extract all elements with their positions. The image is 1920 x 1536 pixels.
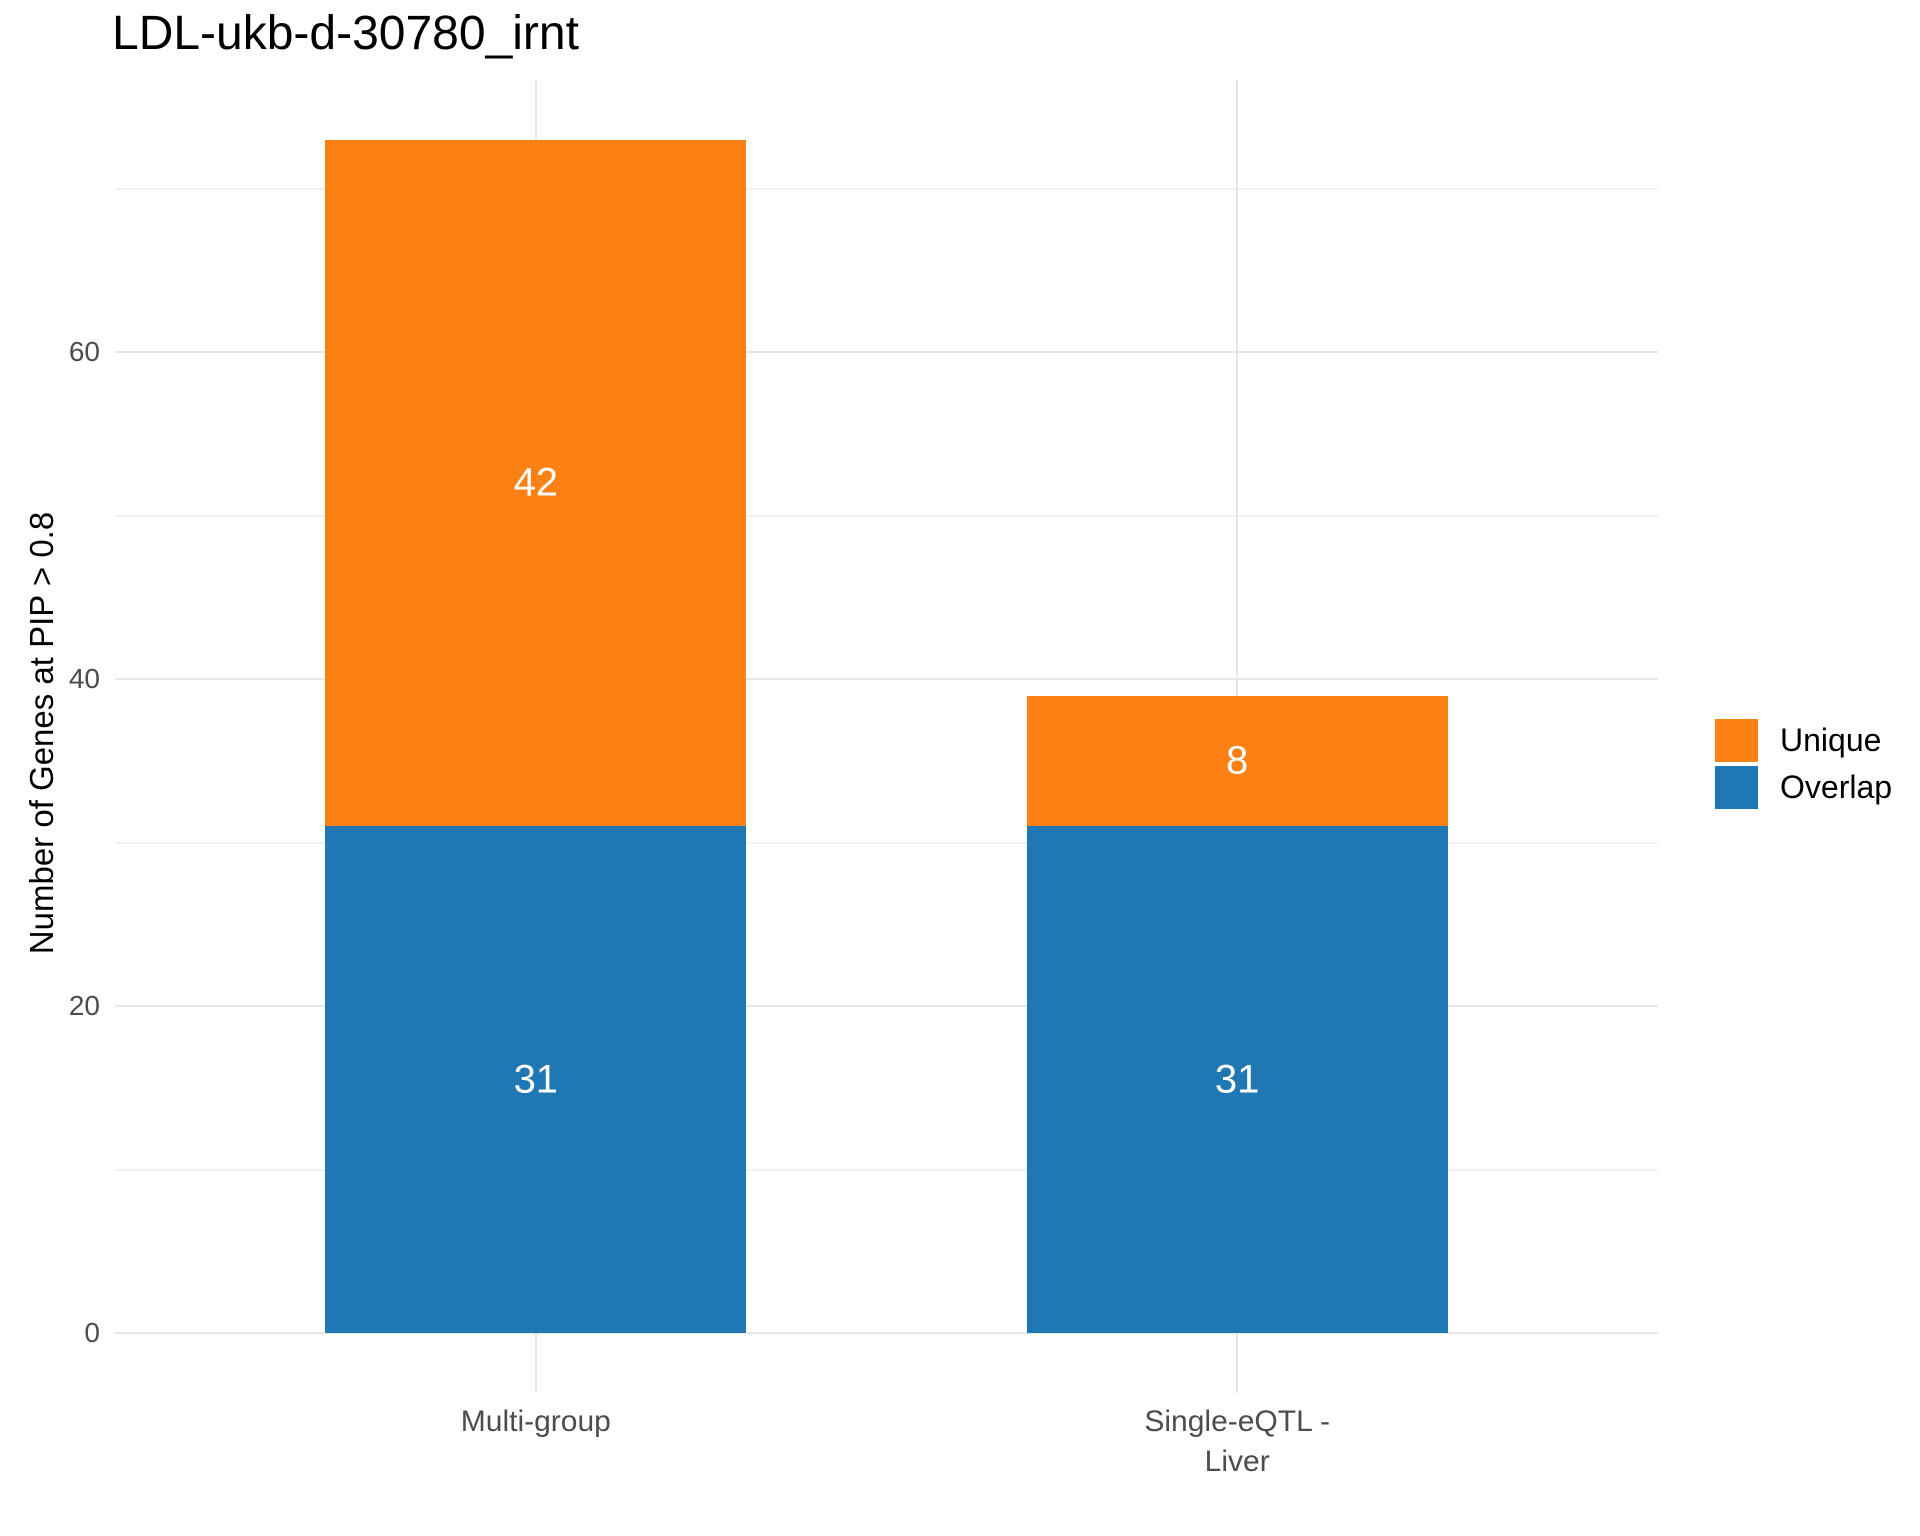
gridline-major <box>115 1005 1658 1008</box>
legend-swatch <box>1715 766 1758 809</box>
plot-panel: 31 42 31 8 <box>115 80 1658 1393</box>
legend-swatch <box>1715 719 1758 762</box>
x-tick-label: Multi-group <box>460 1405 611 1438</box>
bar-value-label: 8 <box>1226 738 1249 783</box>
y-tick-label: 60 <box>68 336 100 368</box>
gridline-minor <box>115 842 1658 844</box>
y-tick-label: 40 <box>68 663 100 695</box>
legend-item-unique: Unique <box>1715 719 1892 762</box>
y-tick-label: 0 <box>84 1317 100 1349</box>
chart-title: LDL-ukb-d-30780_irnt <box>112 7 579 60</box>
bar-segment-unique <box>325 139 747 827</box>
bar-segment-overlap <box>325 826 747 1334</box>
legend-label: Unique <box>1780 722 1882 758</box>
y-axis-title: Number of Genes at PIP > 0.8 <box>23 511 60 955</box>
bar-value-label: 31 <box>513 1057 559 1102</box>
gridline-minor <box>115 188 1658 190</box>
bar-value-label: 42 <box>513 460 559 505</box>
gridline-major <box>115 1332 1658 1335</box>
y-tick-label: 20 <box>68 990 100 1022</box>
gridline-minor <box>115 515 1658 517</box>
gridline-major <box>115 678 1658 681</box>
bar-value-label: 31 <box>1214 1057 1260 1102</box>
gridline-minor <box>115 1169 1658 1171</box>
bar-segment-overlap <box>1026 826 1448 1334</box>
gridline-major <box>115 351 1658 354</box>
bar-segment-unique <box>1026 695 1448 827</box>
legend-label: Overlap <box>1780 769 1893 805</box>
legend: Unique Overlap <box>1715 719 1892 813</box>
x-tick-label: Single-eQTL - Liver <box>1144 1405 1330 1478</box>
legend-item-overlap: Overlap <box>1715 766 1892 809</box>
